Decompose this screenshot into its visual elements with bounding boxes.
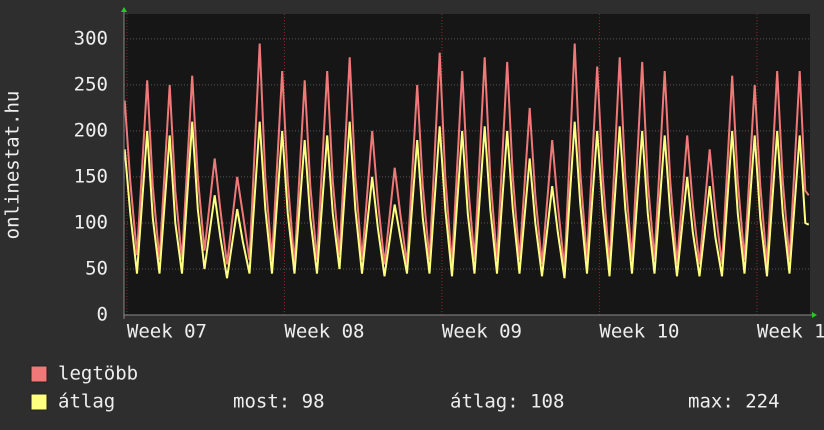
legend-swatch bbox=[30, 365, 48, 383]
y-tick-label: 200 bbox=[74, 119, 108, 141]
series-line bbox=[123, 43, 810, 270]
x-tick-label: Week 07 bbox=[127, 321, 207, 343]
stat-label: átlag: 108 bbox=[450, 391, 564, 413]
y-tick-label: 250 bbox=[74, 73, 108, 95]
legend-label: átlag bbox=[58, 391, 115, 413]
x-tick-label: Week 11 bbox=[757, 321, 824, 343]
x-tick-label: Week 09 bbox=[442, 321, 522, 343]
stat-label: max: 224 bbox=[688, 391, 780, 413]
y-tick-label: 50 bbox=[85, 257, 108, 279]
axis-arrow bbox=[121, 7, 127, 12]
x-tick-label: Week 08 bbox=[284, 321, 364, 343]
stat-label: most: 98 bbox=[233, 391, 325, 413]
legend-swatch bbox=[30, 393, 48, 411]
legend-label: legtöbb bbox=[58, 363, 138, 385]
y-tick-label: 150 bbox=[74, 165, 108, 187]
y-tick-label: 100 bbox=[74, 211, 108, 233]
y-tick-label: 0 bbox=[97, 304, 108, 326]
axis-arrow bbox=[812, 312, 817, 318]
x-tick-label: Week 10 bbox=[599, 321, 679, 343]
y-axis-label: onlinestat.hu bbox=[2, 91, 24, 240]
series-line bbox=[123, 121, 810, 279]
y-tick-label: 300 bbox=[74, 27, 108, 49]
